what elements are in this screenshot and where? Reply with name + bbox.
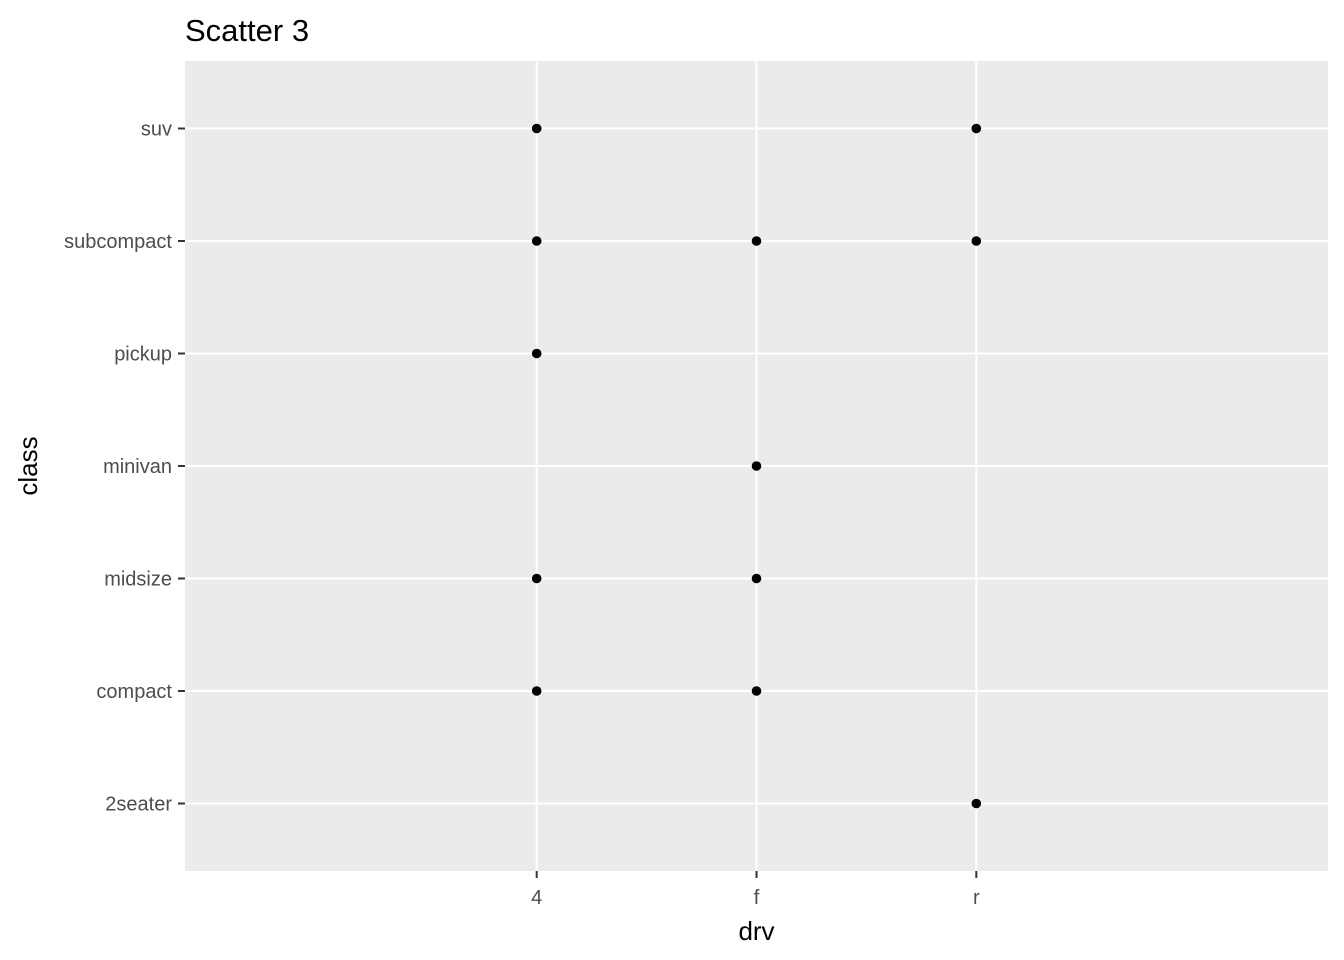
data-point xyxy=(531,348,542,359)
x-axis-title: drv xyxy=(738,916,774,946)
data-point xyxy=(531,123,542,134)
data-point xyxy=(971,236,982,246)
chart-title: Scatter 3 xyxy=(185,13,309,48)
data-point xyxy=(531,236,542,246)
data-point xyxy=(531,573,542,584)
y-axis-title: class xyxy=(13,436,43,495)
y-tick-label: midsize xyxy=(104,569,172,591)
axis-ticks xyxy=(178,127,978,878)
y-tick-label: suv xyxy=(141,119,172,141)
y-tick-label: subcompact xyxy=(64,231,172,253)
x-axis-tick-labels: 4 f r xyxy=(531,887,980,909)
y-tick-label: pickup xyxy=(114,344,172,366)
data-point xyxy=(751,236,762,246)
data-point xyxy=(531,686,542,696)
y-tick-label: compact xyxy=(96,681,172,703)
x-tick-label: f xyxy=(754,887,760,909)
data-point xyxy=(751,461,762,471)
x-tick-label: 4 xyxy=(531,887,542,909)
data-points xyxy=(531,123,982,809)
y-tick-label: minivan xyxy=(103,456,172,478)
data-point xyxy=(751,573,762,584)
data-point xyxy=(971,123,982,134)
x-tick-label: r xyxy=(973,887,980,909)
data-point xyxy=(751,686,762,696)
y-axis-tick-labels: 2seater compact midsize minivan pickup subcom… xyxy=(64,119,172,816)
data-point xyxy=(971,798,982,809)
y-tick-label: 2seater xyxy=(105,794,172,816)
